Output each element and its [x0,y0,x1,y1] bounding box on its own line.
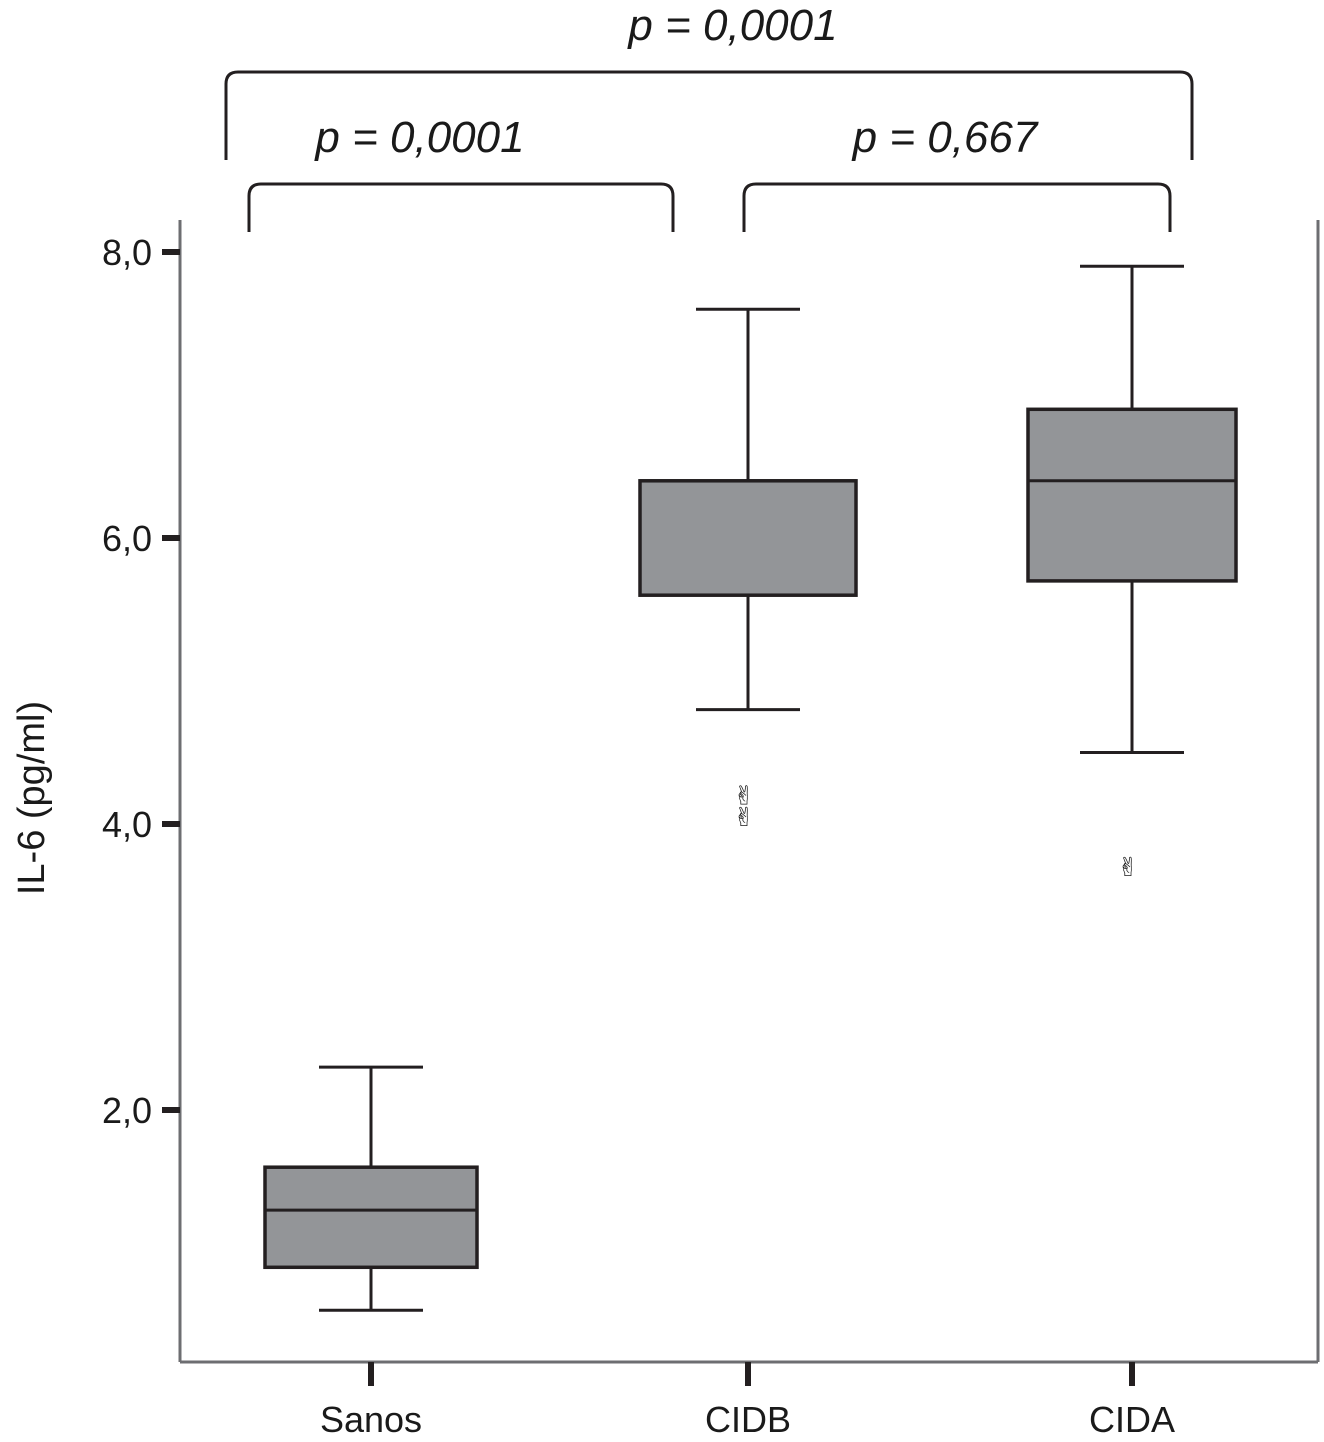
p-value-label: p = 0,0001 [313,113,524,162]
comparison-brackets: p = 0,0001 p = 0,0001 p = 0,667 [224,1,1194,232]
bracket-line [247,182,675,232]
box-iqr [638,479,858,597]
bracket-line [742,182,1172,232]
x-axis: Sanos CIDB CIDA [320,1362,1175,1440]
box-cida: ✌ [1026,264,1238,882]
comparison-bracket: p = 0,667 [742,113,1172,232]
y-tick-label: 4,0 [102,804,152,845]
p-value-label: p = 0,0001 [626,1,837,50]
outlier-point: ✌ [733,780,755,810]
box-cidb: ✌✌ [638,307,858,832]
comparison-bracket: p = 0,0001 [224,1,1194,160]
box-iqr [1026,407,1238,583]
comparison-bracket: p = 0,0001 [247,113,675,232]
y-tick-label: 8,0 [102,232,152,273]
x-tick-label: CIDB [705,1399,791,1440]
box-series: ✌✌✌ [263,264,1238,1312]
outlier-point: ✌ [1117,852,1139,882]
p-value-label: p = 0,667 [851,113,1039,162]
outlier-point: ✌ [733,802,755,832]
x-tick-label: Sanos [320,1399,422,1440]
box-iqr [263,1165,479,1270]
y-axis: 2,0 4,0 6,0 8,0 [102,232,180,1131]
box-sanos [263,1065,479,1312]
x-tick-label: CIDA [1089,1399,1175,1440]
bracket-line [224,70,1194,160]
y-axis-title: IL-6 (pg/ml) [11,701,53,895]
y-tick-label: 2,0 [102,1090,152,1131]
y-tick-label: 6,0 [102,518,152,559]
